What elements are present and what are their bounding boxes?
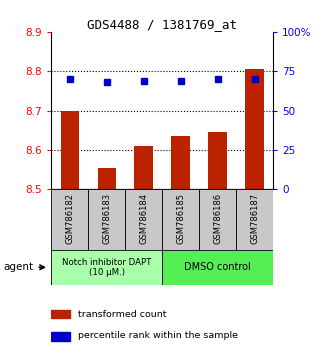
Bar (171, 136, 190, 189)
Bar (199, 189, 236, 250)
Text: percentile rank within the sample: percentile rank within the sample (78, 331, 238, 341)
Bar (134, 146, 153, 189)
Bar (162, 189, 199, 250)
Text: agent: agent (3, 262, 33, 272)
Bar (162, 250, 273, 285)
Bar (51, 332, 70, 341)
Text: GSM786183: GSM786183 (102, 193, 111, 244)
Bar (125, 189, 162, 250)
Bar (209, 132, 227, 189)
Bar (51, 310, 70, 319)
Bar (236, 189, 273, 250)
Bar (245, 69, 264, 189)
Bar (51, 189, 88, 250)
Text: GSM786184: GSM786184 (139, 193, 148, 244)
Bar (51, 250, 162, 285)
Bar (88, 189, 125, 250)
Text: GSM786185: GSM786185 (176, 193, 185, 244)
Bar (61, 111, 79, 189)
Text: DMSO control: DMSO control (184, 262, 251, 272)
Text: transformed count: transformed count (78, 310, 167, 319)
Text: GSM786187: GSM786187 (250, 193, 259, 244)
Text: GSM786186: GSM786186 (213, 193, 222, 244)
Text: GSM786182: GSM786182 (65, 193, 74, 244)
Text: Notch inhibitor DAPT
(10 μM.): Notch inhibitor DAPT (10 μM.) (62, 258, 152, 277)
Bar (98, 168, 116, 189)
Title: GDS4488 / 1381769_at: GDS4488 / 1381769_at (87, 18, 237, 31)
